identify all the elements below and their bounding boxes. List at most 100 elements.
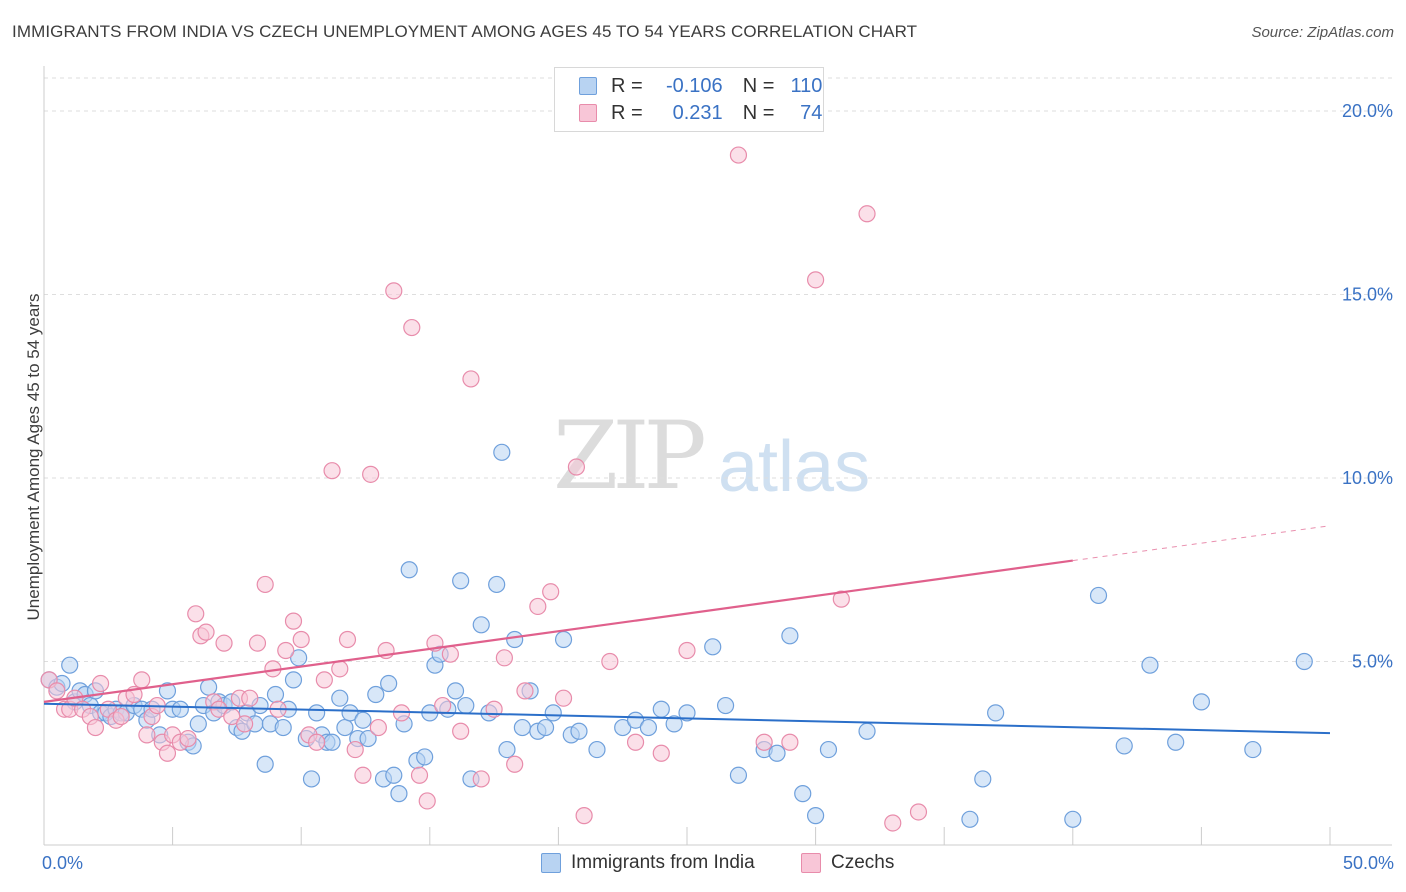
india-point [200, 678, 218, 696]
india-point [704, 638, 722, 656]
czech-point [858, 205, 876, 223]
czech-point [495, 649, 513, 667]
india-point [390, 785, 408, 803]
india-point [323, 733, 341, 751]
czech-point [187, 605, 205, 623]
czech-point [832, 590, 850, 608]
india-point [1192, 693, 1211, 711]
y-tick-label-5: 5.0% [1352, 652, 1393, 672]
czech-point [626, 733, 645, 751]
india-point [544, 704, 562, 722]
legend-india-label: Immigrants from India [571, 852, 755, 873]
x-tick-label-max: 50.0% [1342, 853, 1394, 873]
india-point [158, 682, 177, 700]
india-point [385, 766, 403, 784]
india-point [171, 700, 189, 718]
czech-r-label: R = [611, 101, 643, 124]
czech-point [554, 689, 573, 707]
india-point [781, 627, 799, 645]
india-point [554, 630, 573, 649]
india-point [1089, 586, 1108, 605]
chart-title: IMMIGRANTS FROM INDIA VS CZECH UNEMPLOYM… [12, 22, 918, 41]
india-trend-line [43, 702, 1331, 735]
czech-point [331, 660, 349, 678]
india-point [380, 674, 398, 693]
india-r-value: -0.106 [665, 74, 723, 97]
india-point [336, 718, 354, 737]
czech-point [236, 715, 254, 733]
czech-point [529, 597, 547, 616]
india-point [1115, 737, 1133, 755]
india-point [488, 575, 506, 594]
czech-point [418, 792, 436, 810]
india-point [400, 561, 418, 579]
czech-point [86, 718, 105, 737]
india-point [639, 718, 658, 737]
india-point [570, 722, 588, 740]
india-point [987, 704, 1005, 722]
india-point [1295, 652, 1313, 671]
czech-point [434, 696, 452, 715]
czech-point [567, 458, 586, 476]
czech-point [362, 465, 380, 483]
india-point [768, 744, 786, 762]
czech-point [410, 766, 429, 784]
czech-point [403, 318, 421, 337]
india-point [416, 748, 434, 766]
india-point [498, 740, 516, 759]
czech-point [158, 744, 177, 762]
india-point [1167, 733, 1185, 751]
legend-row-india: R = -0.106 N = 110 [579, 74, 822, 98]
czech-point [284, 612, 303, 630]
india-point [729, 766, 748, 784]
czech-point [884, 814, 902, 832]
y-tick-label-20: 20.0% [1342, 101, 1393, 121]
india-point [794, 785, 812, 803]
czech-point [909, 803, 928, 821]
india-point [588, 740, 606, 759]
india-point [819, 740, 838, 759]
czech-point [277, 641, 295, 660]
czech-point [472, 770, 490, 788]
czech-trend-line [43, 559, 1073, 703]
india-point [256, 755, 274, 773]
india-point [678, 704, 696, 722]
india-point [367, 685, 385, 704]
india-point [806, 807, 825, 825]
india-point [457, 696, 475, 715]
india-point [266, 685, 285, 704]
czech-point [48, 682, 66, 700]
czech-point [323, 462, 341, 480]
india-point [1064, 810, 1082, 828]
india-point [308, 704, 326, 722]
y-tick-label-15: 15.0% [1342, 285, 1393, 305]
czech-point [112, 707, 130, 726]
czech-point [385, 282, 403, 300]
czech-point [441, 645, 459, 663]
india-point [1141, 656, 1159, 674]
india-point [359, 729, 377, 748]
india-point [614, 718, 632, 737]
czech-point [256, 575, 274, 594]
legend-item-czechs: Czechs [801, 852, 894, 874]
czech-point [315, 671, 333, 689]
series-legend: Immigrants from India Czechs [0, 852, 1406, 878]
india-point [452, 572, 470, 590]
legend-row-czechs: R = 0.231 N = 74 [579, 101, 822, 125]
india-point [331, 689, 349, 707]
india-n-value: 110 [790, 74, 823, 97]
czech-point [516, 682, 534, 700]
legend-india-swatch [541, 853, 561, 873]
czech-swatch [579, 104, 597, 122]
india-point [536, 718, 555, 737]
czech-point [354, 766, 372, 784]
czech-point [652, 744, 670, 762]
legend-czech-label: Czechs [831, 852, 895, 873]
india-point [284, 671, 303, 689]
watermark-zip: ZIP [553, 402, 707, 511]
czech-point [452, 722, 470, 740]
czech-point [755, 733, 773, 751]
czech-point [91, 674, 110, 693]
india-point [354, 711, 372, 729]
